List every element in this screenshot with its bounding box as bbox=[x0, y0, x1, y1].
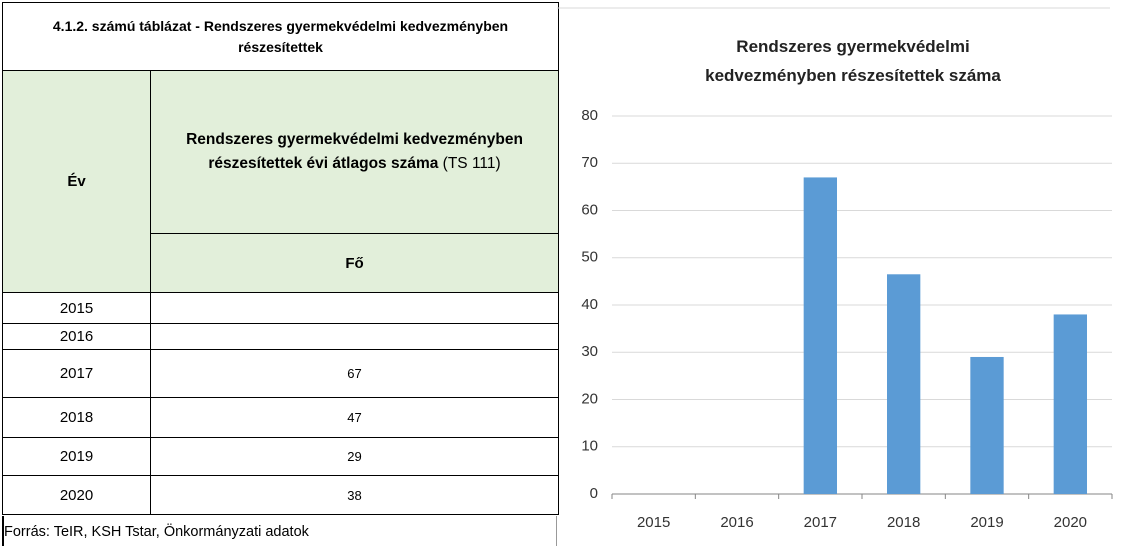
table-title-text: 4.1.2. számú táblázat - Rendszeres gyerm… bbox=[52, 17, 509, 55]
table-row: 2016 bbox=[2, 323, 559, 350]
value-cell bbox=[150, 323, 559, 350]
x-tick-label: 2018 bbox=[887, 514, 920, 531]
value-cell: 67 bbox=[150, 349, 559, 398]
data-table: 4.1.2. számú táblázat - Rendszeres gyerm… bbox=[2, 2, 559, 515]
x-tick-label: 2017 bbox=[804, 514, 837, 531]
table-row: 2018 47 bbox=[2, 397, 559, 438]
value-cell: 29 bbox=[150, 437, 559, 476]
y-tick-label: 10 bbox=[581, 438, 598, 455]
col-value-bold: Rendszeres gyermekvédelmi kedvezményben … bbox=[186, 131, 523, 172]
year-cell: 2018 bbox=[2, 397, 151, 438]
y-tick-label: 40 bbox=[581, 296, 598, 313]
source: Forrás: TeIR, KSH Tstar, Önkormányzati a… bbox=[4, 524, 309, 540]
chart-title: Rendszeres gyermekvédelmi kedvezményben … bbox=[705, 37, 1001, 85]
y-tick-label: 70 bbox=[581, 154, 598, 171]
y-tick-label: 0 bbox=[590, 485, 598, 502]
value-cell: 38 bbox=[150, 475, 559, 515]
value-cell: 47 bbox=[150, 397, 559, 438]
col-unit: Fő bbox=[150, 233, 559, 293]
x-tick-label: 2020 bbox=[1054, 514, 1087, 531]
col-value-suffix: (TS 111) bbox=[442, 155, 501, 172]
y-tick-label: 60 bbox=[581, 201, 598, 218]
bar bbox=[887, 274, 921, 494]
y-tick-label: 20 bbox=[581, 390, 598, 407]
x-tick-label: 2016 bbox=[720, 514, 753, 531]
col-value-text: Rendszeres gyermekvédelmi kedvezményben … bbox=[155, 128, 555, 176]
table-title: 4.1.2. számú táblázat - Rendszeres gyerm… bbox=[2, 2, 559, 71]
y-tick-label: 80 bbox=[581, 107, 598, 124]
bar bbox=[970, 356, 1004, 494]
table-row: 2020 38 bbox=[2, 475, 559, 515]
y-tick-label: 50 bbox=[581, 249, 598, 266]
bar bbox=[1053, 314, 1087, 494]
x-tick-label: 2019 bbox=[970, 514, 1003, 531]
border bbox=[556, 516, 557, 546]
year-cell: 2016 bbox=[2, 323, 151, 350]
table-row: 2017 67 bbox=[2, 349, 559, 398]
col-value: Rendszeres gyermekvédelmi kedvezményben … bbox=[150, 70, 559, 234]
border bbox=[2, 516, 4, 546]
year-cell: 2020 bbox=[2, 475, 151, 515]
bar bbox=[803, 177, 837, 495]
x-tick-label: 2015 bbox=[637, 514, 670, 531]
y-tick-label: 30 bbox=[581, 343, 598, 360]
